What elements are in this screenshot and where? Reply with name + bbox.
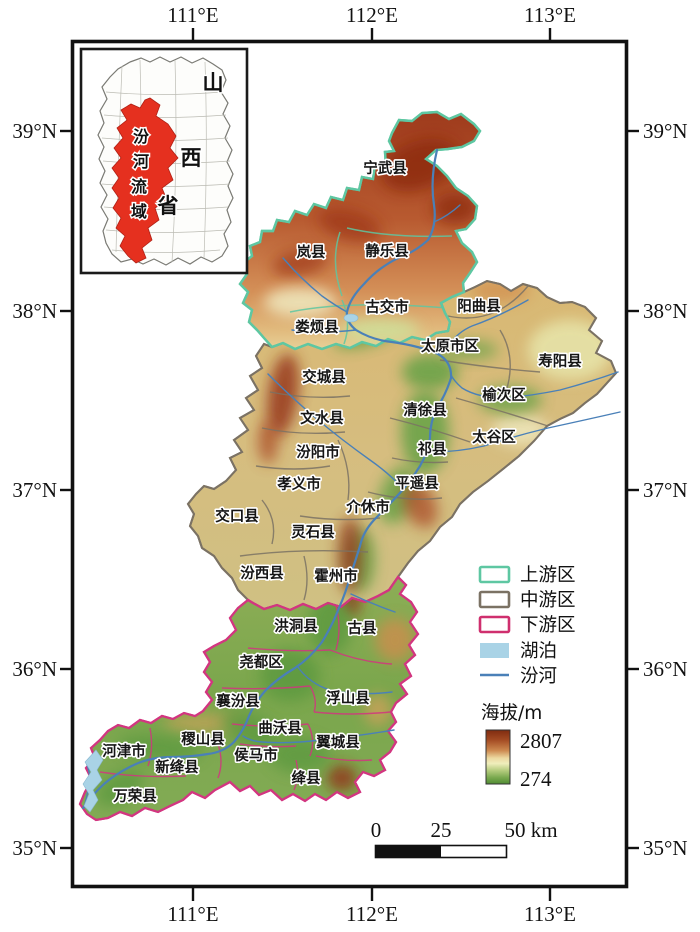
county-label: 文水县 [300,409,344,427]
elevation-ramp [485,729,511,785]
county-label: 霍州市 [314,567,358,585]
legend-swatch-下游区 [478,615,511,634]
downstream-county-borders [99,605,393,791]
lakes [82,313,359,813]
lat-label-left: 39°N [12,119,57,143]
county-label: 绛县 [292,769,321,787]
county-label: 古交市 [365,298,409,316]
scale-bar-label: 25 [431,818,452,842]
county-label: 侯马市 [234,746,278,764]
axes: 111°E 111°E 112°E 112°E 113°E 113°E 39°N 39°N 38… [12,3,687,926]
county-label: 古县 [348,619,377,637]
inset-basin-char: 域 [131,202,147,221]
lat-label-right: 37°N [643,478,688,502]
legend-label: 中游区 [520,590,576,611]
lat-label-left: 36°N [12,657,57,681]
county-label: 宁武县 [363,159,407,177]
county-label: 祁县 [418,440,447,458]
inset-province-char: 西 [181,146,202,170]
county-label: 寿阳县 [538,352,582,370]
lon-label-bottom: 111°E [167,902,218,926]
inset-province-label: 山西省 [155,70,225,220]
county-label: 洪洞县 [274,618,318,635]
county-label: 浮山县 [326,689,370,707]
lat-label-right: 38°N [643,299,688,323]
county-label: 汾西县 [240,564,284,582]
midstream-county-borders [239,285,549,601]
lat-label-right: 36°N [643,657,688,681]
county-label: 翼城县 [315,733,360,751]
county-label: 孝义市 [276,475,321,493]
county-label: 灵石县 [291,524,335,541]
legend-label: 上游区 [520,565,576,586]
county-label: 万荣县 [112,787,157,805]
elevation-min: 274 [520,767,552,791]
county-label: 岚县 [297,243,326,261]
county-label: 交城县 [302,368,346,386]
lon-label-bottom: 113°E [524,902,576,926]
lon-label-bottom: 112°E [346,902,398,926]
legend-label: 汾河 [520,666,557,687]
legend-swatch-中游区 [478,590,511,609]
scale-bar: 0 25 50 km [371,818,558,859]
county-label: 汾阳市 [296,443,340,461]
inset-basin-char: 河 [133,152,149,171]
county-label: 新绛县 [155,758,199,776]
inset-basin-shape [111,97,179,264]
county-label: 阳曲县 [457,297,501,315]
county-label: 交口县 [215,507,259,525]
elevation-legend: 海拔/m 2807 274 [481,703,562,791]
county-label: 稷山县 [181,731,225,748]
legend-label: 湖泊 [520,641,557,662]
legend-label: 下游区 [520,615,576,636]
lon-label-top: 113°E [524,3,576,27]
county-label: 静乐县 [365,242,409,260]
legend-swatch-lake [480,643,509,658]
lat-label-right: 35°N [643,836,688,860]
county-label: 清徐县 [403,401,447,419]
lat-label-right: 39°N [643,119,688,143]
upstream-county-borders [289,227,453,345]
inset-basin-char: 流 [131,177,147,196]
county-label: 尧都区 [239,653,283,671]
scale-bar-filled [375,845,441,858]
legend-swatch-上游区 [478,565,511,584]
lat-label-left: 38°N [12,299,57,323]
county-label: 介休市 [345,498,390,516]
lat-label-left: 35°N [12,836,57,860]
lon-label-top: 111°E [167,3,218,27]
elevation-max: 2807 [520,729,562,753]
county-label: 榆次区 [482,386,526,404]
county-label: 娄烦县 [295,318,339,336]
elevation-title: 海拔/m [481,703,542,724]
county-label: 太原市区 [421,337,479,355]
lon-label-top: 112°E [346,3,398,27]
lat-label-left: 37°N [12,478,57,502]
inset-province-char: 山 [203,71,224,95]
county-label: 太谷区 [472,428,516,446]
county-label: 曲沃县 [258,719,302,737]
inset-province-char: 省 [157,194,179,218]
scale-bar-label: 50 km [504,818,557,842]
county-label: 平遥县 [395,474,439,492]
county-label: 襄汾县 [215,692,260,710]
scale-bar-label: 0 [371,818,382,842]
inset-basin-char: 汾 [133,127,149,146]
county-label: 河津市 [102,742,146,760]
